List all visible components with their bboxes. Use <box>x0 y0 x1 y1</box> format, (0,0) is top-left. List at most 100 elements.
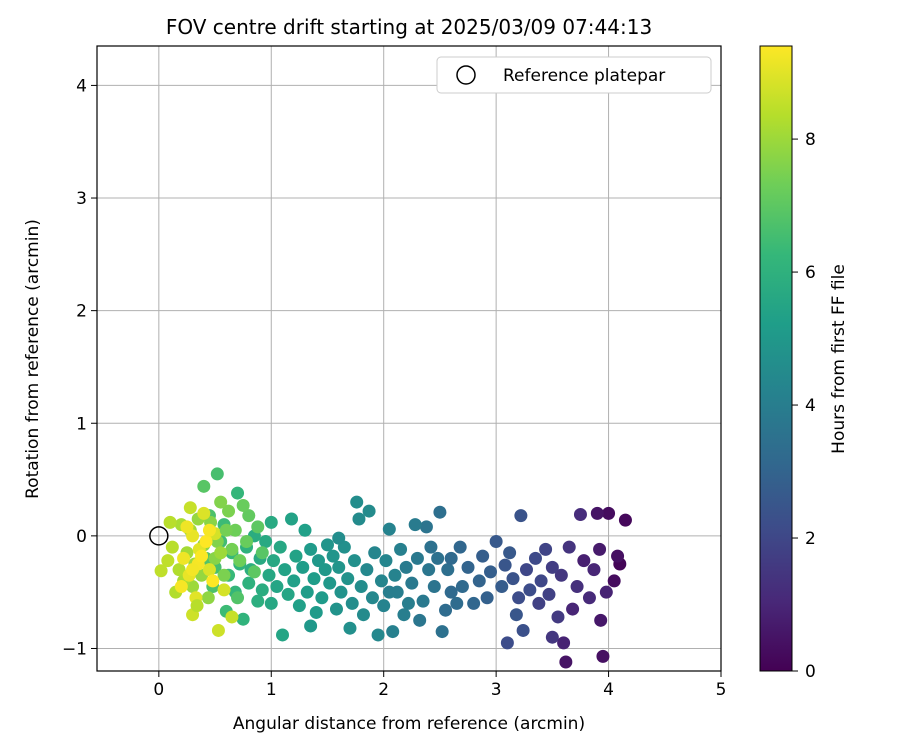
scatter-point <box>326 549 340 563</box>
scatter-point <box>506 572 520 586</box>
scatter-point <box>382 522 396 536</box>
y-tick-label: 0 <box>76 527 87 547</box>
x-axis-ticks: 0 1 2 3 4 5 <box>153 671 726 700</box>
scatter-point <box>397 608 411 622</box>
scatter-point <box>577 554 591 568</box>
scatter-point <box>439 603 453 617</box>
scatter-point <box>450 596 464 610</box>
scatter-point <box>247 565 261 579</box>
scatter-point <box>304 619 318 633</box>
scatter-point <box>202 563 216 577</box>
scatter-point <box>587 563 601 577</box>
scatter-point <box>379 554 393 568</box>
scatter-point <box>413 613 427 627</box>
scatter-point <box>401 596 415 610</box>
scatter-point <box>422 563 436 577</box>
scatter-point <box>539 542 553 556</box>
scatter-point <box>596 649 610 663</box>
scatter-point <box>183 501 197 515</box>
colorbar-ticks: 0 2 4 6 8 <box>792 130 816 682</box>
scatter-point <box>602 506 616 520</box>
scatter-point <box>262 568 276 582</box>
scatter-point <box>534 574 548 588</box>
scatter-point <box>453 540 467 554</box>
scatter-point <box>570 580 584 594</box>
scatter-point <box>341 572 355 586</box>
scatter-point <box>557 636 571 650</box>
scatter-point <box>172 563 186 577</box>
scatter-point <box>532 596 546 610</box>
scatter-point <box>318 563 332 577</box>
scatter-point <box>480 591 494 605</box>
y-tick-label: 4 <box>76 76 87 96</box>
scatter-point <box>186 563 200 577</box>
scatter-point <box>523 583 537 597</box>
scatter-point <box>594 613 608 627</box>
scatter-point <box>519 563 533 577</box>
scatter-point <box>399 560 413 574</box>
scatter-point <box>214 546 228 560</box>
scatter-point <box>201 591 215 605</box>
scatter-point <box>374 574 388 588</box>
scatter-point <box>495 580 509 594</box>
scatter-point <box>287 574 301 588</box>
scatter-point <box>516 623 530 637</box>
scatter-point <box>270 580 284 594</box>
colorbar-tick-label: 2 <box>805 529 816 549</box>
scatter-point <box>394 542 408 556</box>
data-points <box>154 467 632 669</box>
scatter-point <box>410 551 424 565</box>
scatter-point <box>444 551 458 565</box>
scatter-point <box>240 534 254 548</box>
scatter-point <box>509 608 523 622</box>
scatter-point <box>320 538 334 552</box>
scatter-point <box>292 599 306 613</box>
scatter-point <box>362 504 376 518</box>
scatter-point <box>455 580 469 594</box>
scatter-point <box>500 636 514 650</box>
scatter-point <box>388 568 402 582</box>
scatter-point <box>165 540 179 554</box>
colorbar-label: Hours from first FF file <box>829 264 849 454</box>
scatter-point <box>300 585 314 599</box>
scatter-point <box>566 602 580 616</box>
colorbar-tick-label: 0 <box>805 662 816 682</box>
scatter-point <box>315 591 329 605</box>
scatter-point <box>259 534 273 548</box>
y-tick-label: 3 <box>76 189 87 209</box>
scatter-point <box>163 515 177 529</box>
scatter-point <box>236 612 250 626</box>
scatter-point <box>311 554 325 568</box>
scatter-point <box>334 585 348 599</box>
scatter-point <box>231 591 245 605</box>
scatter-point <box>233 554 247 568</box>
scatter-point <box>545 560 559 574</box>
reference-platepar-marker <box>149 526 169 546</box>
scatter-point <box>161 554 175 568</box>
scatter-point <box>427 580 441 594</box>
scatter-point <box>298 523 312 537</box>
scatter-point <box>582 591 596 605</box>
scatter-point <box>444 585 458 599</box>
x-tick-label: 2 <box>378 680 389 700</box>
scatter-point <box>197 479 211 493</box>
scatter-point <box>590 506 604 520</box>
scatter-point <box>296 560 310 574</box>
scatter-point <box>214 495 228 509</box>
scatter-point <box>472 574 486 588</box>
plot-frame <box>96 45 722 672</box>
scatter-point <box>593 542 607 556</box>
colorbar-tick-label: 6 <box>805 263 816 283</box>
scatter-point <box>197 506 211 520</box>
scatter-point <box>251 520 265 534</box>
y-axis-ticks: −1 0 1 2 3 4 <box>62 76 97 659</box>
scatter-point <box>206 574 220 588</box>
scatter-point <box>365 591 379 605</box>
colorbar-tick-label: 4 <box>805 396 816 416</box>
scatter-point <box>503 546 517 560</box>
scatter-point <box>562 540 576 554</box>
scatter-point <box>551 610 565 624</box>
scatter-point <box>350 495 364 509</box>
scatter-point <box>360 563 374 577</box>
